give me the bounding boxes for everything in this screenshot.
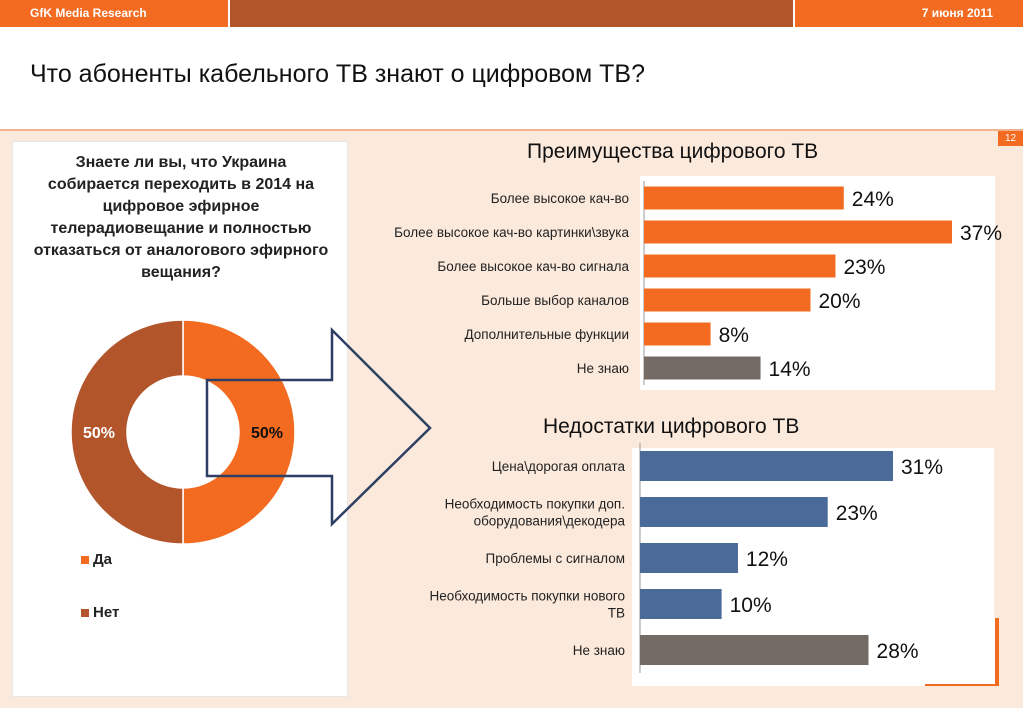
bar-data-label: 28% [877, 640, 919, 663]
bar-data-label: 24% [852, 188, 894, 211]
category-label: Цена\дорогая оплата [492, 459, 626, 474]
bar-data-label: 8% [719, 324, 749, 347]
legend-label-yes: Да [93, 551, 113, 568]
bar-data-label: 23% [843, 256, 885, 279]
bar-data-label: 10% [730, 594, 772, 617]
bar [644, 322, 711, 346]
bar [640, 543, 738, 573]
bar-data-label: 37% [960, 222, 1002, 245]
bar [640, 589, 722, 619]
survey-question-panel: Знаете ли вы, что Украина собирается пер… [12, 141, 348, 697]
category-label: Необходимость покупки доп. [445, 497, 625, 512]
header-divider [228, 0, 230, 27]
bar [644, 220, 952, 244]
bar-data-label: 23% [836, 502, 878, 525]
bar [640, 451, 893, 481]
page-title: Что абоненты кабельного ТВ знают о цифро… [30, 60, 645, 88]
advantages-chart-panel [640, 176, 995, 390]
bar-data-label: 20% [818, 290, 860, 313]
category-label: Не знаю [573, 643, 625, 658]
category-label: Более высокое кач-во картинки\звука [394, 225, 629, 240]
disadvantages-title: Недостатки цифрового ТВ [543, 415, 800, 438]
bar [644, 186, 844, 210]
legend-item-no: Нет [81, 604, 119, 621]
bar [644, 288, 811, 312]
advantages-title: Преимущества цифрового ТВ [527, 140, 819, 163]
category-label: Более высокое кач-во [491, 191, 629, 206]
donut-data-label: 50% [251, 425, 283, 442]
bar [644, 356, 761, 380]
header-right-segment [795, 0, 1023, 27]
bar-data-label: 31% [901, 456, 943, 479]
header-left-segment [0, 0, 228, 27]
category-label: оборудования\декодера [474, 514, 626, 529]
category-label: Более высокое кач-во сигнала [437, 259, 629, 274]
bar-data-label: 14% [769, 358, 811, 381]
decorative-corner-frame-inner [925, 618, 995, 684]
donut-chart: 50% 50% [70, 319, 296, 545]
bar [644, 254, 836, 278]
donut-slice [70, 319, 184, 545]
category-label: Необходимость покупки нового [429, 589, 625, 604]
brand-label: GfK Media Research [30, 6, 147, 20]
right-arrow-icon [205, 326, 432, 527]
header-divider [793, 0, 795, 27]
donut-slice [182, 319, 296, 545]
category-label: Не знаю [577, 361, 629, 376]
header-bar: GfK Media Research 7 июня 2011 [0, 0, 1023, 27]
date-label: 7 июня 2011 [921, 6, 993, 20]
category-label: Дополнительные функции [465, 327, 630, 342]
bar [640, 497, 828, 527]
bar [640, 635, 869, 665]
legend-swatch-no [81, 609, 89, 618]
title-rule [0, 129, 1023, 131]
donut-data-label: 50% [83, 425, 115, 442]
legend-label-no: Нет [93, 604, 120, 621]
category-label: ТВ [608, 606, 625, 621]
question-text: Знаете ли вы, что Украина собирается пер… [33, 154, 329, 281]
bar-data-label: 12% [746, 548, 788, 571]
category-label: Больше выбор каналов [481, 293, 629, 308]
legend-item-yes: Да [81, 551, 112, 568]
category-label: Проблемы с сигналом [486, 551, 625, 566]
legend-swatch-yes [81, 556, 89, 565]
page-number: 12 [998, 131, 1023, 146]
